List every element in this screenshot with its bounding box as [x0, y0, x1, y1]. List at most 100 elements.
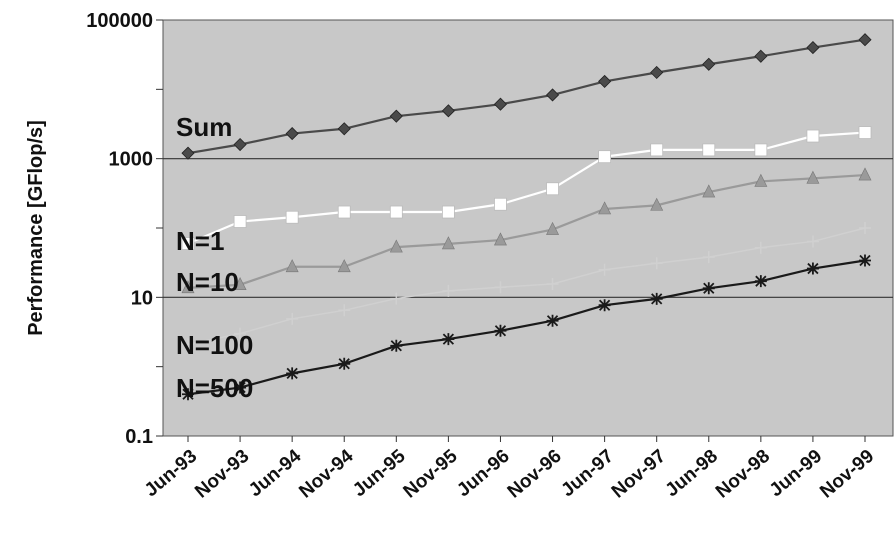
series-n-500: [182, 254, 871, 401]
y-tick-label: 1000: [109, 149, 154, 171]
data-point-n-100: [338, 304, 351, 317]
data-point-n-1: [337, 205, 351, 219]
series-labels: Sum N=1 N=10 N=100 N=500: [176, 112, 253, 403]
series-label-sum: Sum: [176, 112, 232, 142]
series-line-n-100: [187, 227, 866, 346]
data-point-n-10: [598, 201, 612, 215]
data-point-n-10: [754, 173, 768, 187]
data-point-n-500: [754, 275, 767, 288]
data-point-n-1: [702, 143, 716, 157]
series-label-n-500: N=500: [176, 373, 253, 403]
data-point-n-1: [806, 129, 820, 143]
data-point-n-500: [859, 254, 871, 267]
data-point-n-1: [389, 205, 403, 219]
data-point-n-500: [286, 367, 299, 380]
data-point-sum: [858, 33, 872, 47]
x-tick-label: Jun-94: [245, 445, 306, 501]
data-point-n-10: [441, 236, 455, 250]
series-label-n-100: N=100: [176, 330, 253, 360]
y-axis-label: Performance [GFlop/s]: [25, 120, 47, 336]
x-tick-label: Nov-95: [400, 445, 462, 502]
series-group: [181, 33, 872, 401]
data-point-n-100: [390, 292, 403, 305]
data-point-n-10: [233, 277, 247, 291]
series-line-n-10: [187, 173, 866, 289]
data-point-n-10: [702, 184, 716, 198]
x-tick-label: Jun-97: [557, 446, 617, 501]
data-point-n-1: [494, 197, 507, 211]
data-point-n-100: [182, 338, 194, 351]
x-tick-label: Nov-94: [295, 445, 357, 502]
data-point-n-10: [493, 232, 507, 246]
series-sum: [181, 33, 872, 160]
x-tick-label: Jun-96: [453, 446, 513, 501]
data-point-n-100: [806, 235, 819, 248]
data-point-n-500: [598, 299, 611, 312]
data-point-n-1: [441, 205, 455, 219]
series-line-n-500: [187, 259, 866, 396]
data-point-sum: [650, 65, 664, 80]
data-point-n-1: [181, 237, 195, 250]
data-point-n-500: [182, 388, 194, 401]
data-point-sum: [389, 109, 403, 123]
gridlines: [163, 158, 893, 298]
series-line-sum: [187, 38, 866, 155]
series-n-1: [181, 126, 872, 250]
y-tick-label: 0.1: [125, 426, 153, 448]
x-tick-label: Nov-98: [712, 446, 774, 503]
data-point-n-10: [337, 259, 351, 273]
x-tick-label: Nov-96: [504, 446, 566, 503]
data-point-sum: [181, 146, 195, 160]
x-tick-label: Jun-99: [766, 446, 826, 501]
data-point-n-500: [390, 339, 403, 352]
data-point-n-100: [286, 312, 299, 325]
data-point-n-500: [650, 292, 663, 305]
data-point-n-500: [702, 282, 715, 295]
data-point-n-1: [650, 143, 664, 157]
x-tick-label: Jun-93: [141, 446, 201, 501]
data-point-n-10: [650, 197, 664, 211]
data-point-n-10: [181, 280, 195, 294]
data-point-n-100: [442, 284, 455, 297]
x-tick-label: Nov-99: [816, 446, 878, 503]
data-point-n-500: [234, 381, 247, 394]
data-point-n-500: [338, 357, 351, 370]
data-point-n-100: [546, 277, 559, 290]
series-n-100: [182, 222, 871, 351]
series-label-n-1: N=1: [176, 226, 224, 256]
y-tick-label: 10: [131, 287, 153, 309]
data-point-n-1: [285, 210, 299, 224]
data-point-n-500: [546, 314, 559, 327]
data-point-n-500: [806, 262, 819, 275]
data-point-n-100: [598, 263, 611, 276]
y-tick-label: 100000: [86, 10, 153, 32]
series-line-n-1: [187, 131, 866, 245]
data-point-n-500: [442, 333, 455, 346]
x-tick-label: Jun-95: [349, 445, 410, 501]
data-point-n-100: [702, 251, 715, 264]
x-tick-label: Nov-97: [608, 446, 670, 503]
data-point-n-10: [858, 167, 872, 181]
data-point-n-1: [233, 215, 247, 228]
data-point-sum: [702, 57, 716, 71]
data-point-n-100: [859, 222, 871, 234]
data-point-sum: [233, 137, 247, 152]
data-point-n-10: [546, 221, 560, 235]
data-point-n-1: [754, 143, 768, 157]
data-point-sum: [754, 49, 768, 63]
data-point-sum: [545, 88, 560, 102]
series-label-n-10: N=10: [176, 267, 239, 297]
plot-area: [162, 19, 894, 437]
data-point-sum: [598, 74, 612, 88]
data-point-sum: [806, 41, 820, 55]
data-point-sum: [493, 97, 508, 111]
data-point-n-100: [754, 241, 767, 254]
data-point-sum: [337, 122, 351, 136]
x-tick-label: Nov-93: [191, 446, 253, 503]
data-point-sum: [441, 104, 455, 118]
data-point-n-10: [285, 259, 299, 273]
data-point-n-100: [650, 257, 663, 270]
data-point-n-10: [806, 170, 820, 184]
data-point-n-500: [494, 324, 507, 337]
